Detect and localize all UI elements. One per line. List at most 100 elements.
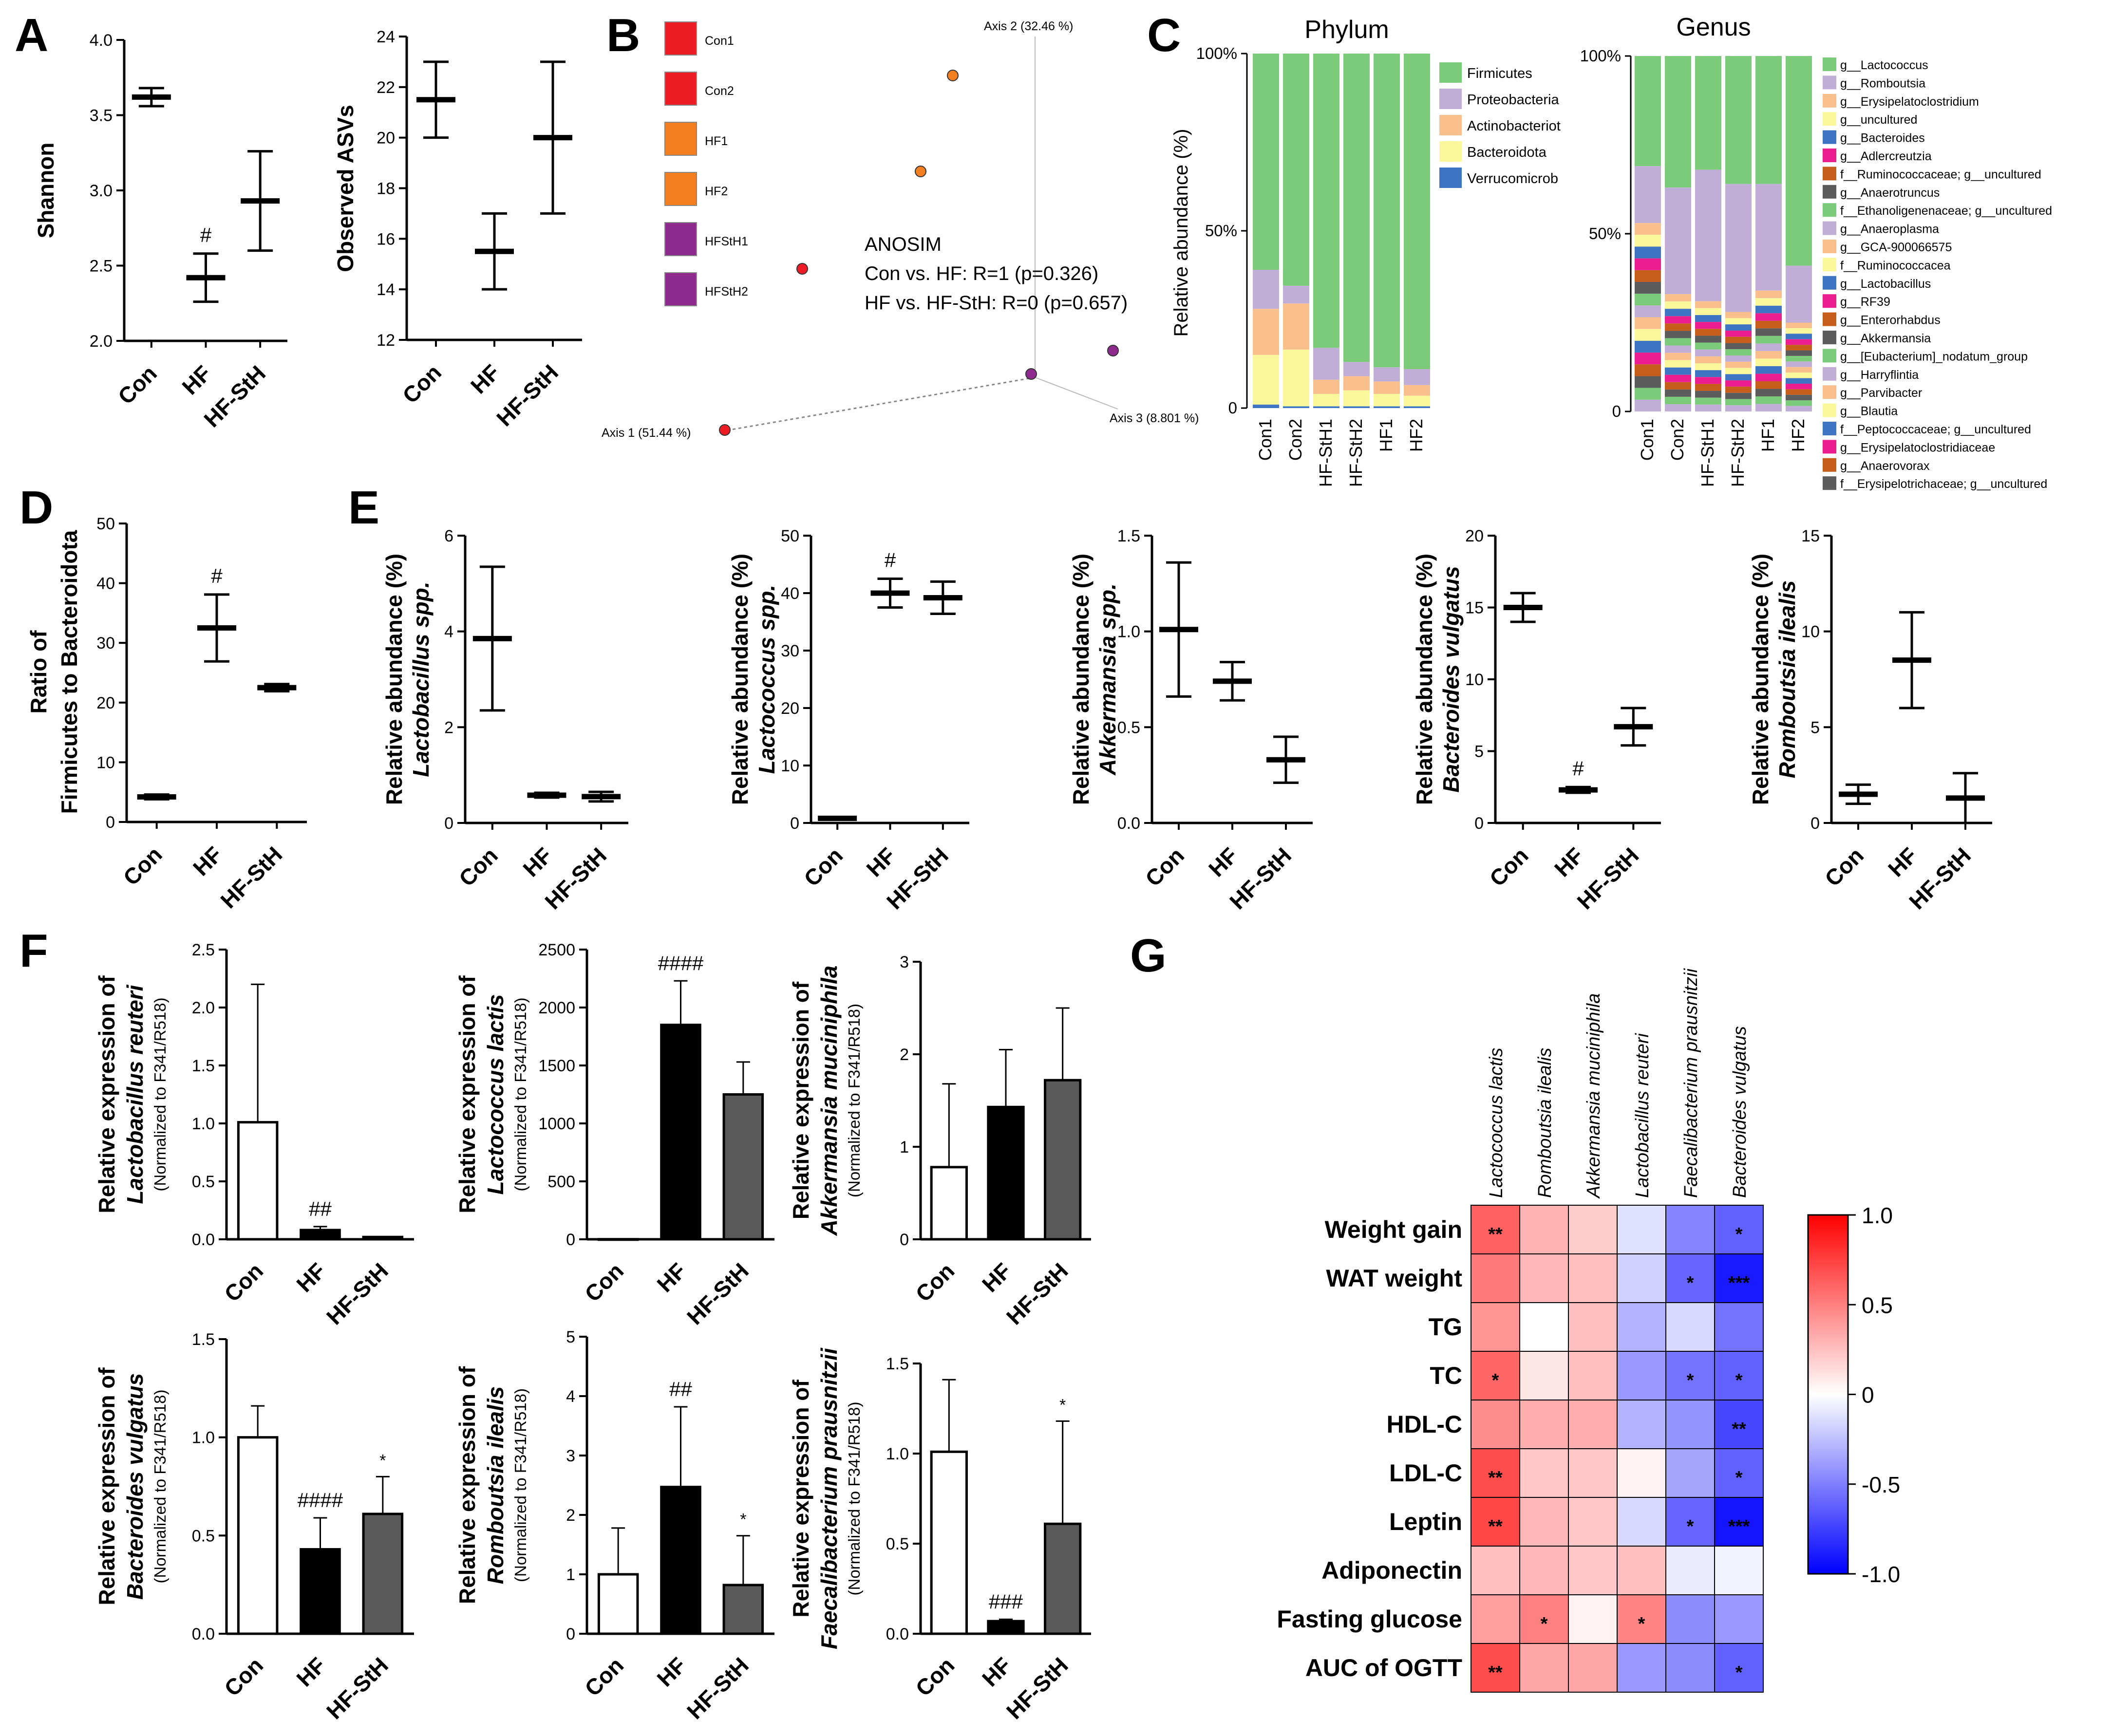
heatmap-cell: [1714, 1546, 1764, 1595]
e-lacto-category-label: HF: [518, 842, 557, 881]
heatmap-cell: [1665, 1400, 1715, 1449]
genus-legend-label: g__Parvibacter: [1840, 386, 1922, 400]
f-f3-bar: [987, 1105, 1025, 1241]
genus-legend-swatch: [1823, 112, 1836, 126]
f-f3-bar: [930, 1166, 968, 1241]
phylum-sample-label: Con2: [1285, 419, 1305, 461]
genus-legend-swatch: [1823, 203, 1836, 217]
genus-sample-label: Con1: [1637, 419, 1657, 461]
phylum-sample-label: HF1: [1376, 419, 1396, 452]
genus-bar-segment: [1635, 258, 1661, 270]
e-romb-y-tick-label: 0: [1810, 814, 1820, 833]
pcoa-axis-3: [1035, 377, 1118, 410]
heatmap-row-label: HDL-C: [1386, 1411, 1462, 1438]
genus-bar-segment: [1695, 342, 1721, 350]
genus-bar-segment: [1635, 282, 1661, 294]
panel-letter-c: C: [1147, 9, 1181, 61]
heatmap-significance: **: [1488, 1224, 1503, 1245]
colorbar-tick-label: -0.5: [1862, 1472, 1900, 1497]
heatmap-cell: [1568, 1594, 1618, 1644]
heatmap-significance: *: [1735, 1224, 1743, 1245]
e-bact-category-label: HF-StH: [1572, 842, 1643, 914]
f-f6-category-label: HF: [977, 1652, 1016, 1691]
heatmap-row-label: WAT weight: [1326, 1265, 1462, 1292]
f-f1-category-label: HF: [291, 1258, 330, 1297]
f-f5-y-sublabel: (Normalized to F341/R518): [511, 1388, 529, 1582]
phylum-bar-segment: [1374, 393, 1400, 407]
pcoa-sample-point: [796, 263, 808, 275]
e-bact-y-tick-label: 0: [1474, 814, 1484, 833]
f-f4-category-label: Con: [219, 1652, 268, 1701]
genus-bar-segment: [1786, 339, 1812, 345]
f-f6-bar: [930, 1450, 968, 1635]
genus-bar-segment: [1665, 338, 1691, 346]
f-f5-category-label: Con: [580, 1652, 628, 1701]
genus-bar-segment: [1755, 343, 1782, 351]
f-f6-category-label: Con: [910, 1652, 959, 1701]
e-lacto-y-tick-label: 6: [444, 527, 453, 545]
legend-swatch-con2: [664, 72, 697, 106]
shannon-y-tick-label: 2.0: [90, 332, 113, 351]
f-f4-bar: [362, 1512, 404, 1635]
heatmap-cell: [1665, 1643, 1715, 1693]
genus-bar-segment: [1755, 389, 1782, 396]
f-f4-bar: [237, 1436, 279, 1635]
genus-legend-swatch: [1823, 367, 1836, 381]
f-f4-category-label: HF-StH: [321, 1652, 393, 1724]
genus-legend-swatch: [1823, 149, 1836, 162]
genus-bar-segment: [1725, 361, 1752, 368]
legend-label-con1: Con1: [705, 34, 734, 48]
genus-bar-segment: [1786, 378, 1812, 384]
phylum-bar-segment: [1283, 406, 1309, 408]
genus-bar-segment: [1695, 329, 1721, 336]
f-f1-y-label-species: Lactobacillus reuteri: [122, 984, 148, 1204]
genus-bar-segment: [1635, 353, 1661, 365]
genus-legend-label: g__[Eubacterium]_nodatum_group: [1840, 350, 2028, 363]
genus-bar-segment: [1755, 358, 1782, 366]
genus-bar-segment: [1665, 360, 1691, 368]
genus-bar-segment: [1725, 392, 1752, 399]
genus-legend-swatch: [1823, 385, 1836, 399]
genus-legend-label: g__Anaeroplasma: [1840, 223, 1939, 236]
heatmap-cell: [1519, 1302, 1569, 1352]
f-f2-y-tick-label: 0: [566, 1231, 575, 1249]
heatmap-cell: [1617, 1253, 1666, 1303]
heatmap-cell: [1665, 1205, 1715, 1254]
panel-letter-e: E: [348, 482, 379, 534]
genus-legend-swatch: [1823, 294, 1836, 308]
phylum-legend-label: Actinobacteriot: [1467, 118, 1561, 134]
fb-ratio-y-tick-label: 50: [96, 515, 115, 533]
e-bact-category-label: Con: [1485, 842, 1533, 891]
genus-legend-label: g__uncultured: [1840, 113, 1917, 127]
heatmap-cell: [1471, 1546, 1520, 1595]
e-lactoc-y-label: Relative abundance (%): [727, 554, 753, 805]
colorbar-tick-label: -1.0: [1862, 1562, 1900, 1587]
heatmap-column-label: Lactobacillus reuteri: [1632, 1032, 1653, 1198]
anosim-con-vs-hf: Con vs. HF: R=1 (p=0.326): [865, 263, 1098, 284]
f-f2-y-tick-label: 2500: [538, 941, 575, 959]
genus-legend-swatch: [1823, 221, 1836, 235]
e-lactoc-y-label-species: Lactococcus spp.: [754, 585, 779, 774]
legend-label-con2: Con2: [705, 84, 734, 98]
heatmap-significance: *: [1687, 1516, 1694, 1537]
heatmap-significance: *: [1735, 1468, 1743, 1488]
phylum-bar-segment: [1313, 348, 1339, 380]
e-bact-y-tick-label: 10: [1465, 671, 1484, 689]
anosim-hf-vs-hfsth: HF vs. HF-StH: R=0 (p=0.657): [865, 292, 1128, 314]
pcoa-sample-point: [915, 166, 926, 177]
phylum-legend-label: Firmicutes: [1467, 66, 1532, 81]
genus-legend-swatch: [1823, 185, 1836, 199]
heatmap-cell: [1519, 1643, 1569, 1693]
e-bact-y-tick-label: 5: [1474, 743, 1484, 761]
legend-swatch-con1: [664, 21, 697, 56]
genus-legend-label: g__Anaerovorax: [1840, 459, 1930, 473]
asvs-category-label: Con: [397, 359, 446, 408]
phylum-bar-segment: [1253, 404, 1279, 408]
f-f2-y-tick-label: 500: [547, 1173, 575, 1191]
heatmap-cell: [1568, 1351, 1618, 1400]
heatmap-cell: [1568, 1497, 1618, 1547]
genus-legend-label: g__Enterorhabdus: [1840, 314, 1941, 327]
phylum-bar-segment: [1283, 303, 1309, 350]
panel-letter-d: D: [19, 482, 53, 534]
f-f5-y-tick-label: 2: [566, 1506, 575, 1525]
